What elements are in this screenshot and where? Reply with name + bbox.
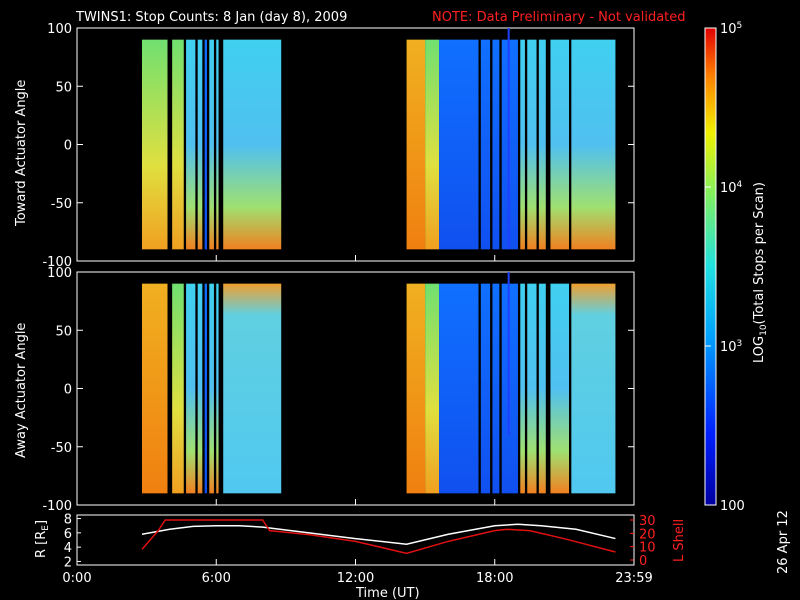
heatmap-column [492, 283, 500, 494]
x-tick-label: 0:00 [62, 571, 91, 586]
heatmap-column [501, 283, 518, 494]
heatmap-column [571, 39, 616, 250]
y-tick-label: 100 [47, 22, 72, 37]
y-tick-label: 0 [64, 139, 72, 154]
heatmap-column [141, 39, 168, 250]
heatmap-column [501, 39, 518, 250]
heatmap-column [172, 39, 184, 250]
heatmap-column [520, 39, 525, 250]
orbit-panel-frame [76, 514, 635, 566]
heatmap-column [480, 39, 491, 250]
x-tick-label: 12:00 [337, 571, 374, 586]
heatmap-column [186, 283, 196, 494]
heatmap-column [209, 39, 214, 250]
heatmap-column [439, 283, 479, 494]
y-tick-label: -50 [51, 197, 72, 212]
colorbar-tick-label: 105 [720, 21, 742, 37]
x-axis-label: Time (UT) [355, 586, 420, 600]
heatmap-column [204, 39, 207, 250]
heatmap-column [538, 39, 546, 250]
x-tick-label: 18:00 [476, 571, 513, 586]
heatmap-column [172, 283, 184, 494]
heatmap-column [204, 283, 207, 494]
heatmap-column [223, 39, 282, 250]
orbit-left-tick-label: 2 [64, 555, 72, 570]
colorbar-tick-label: 103 [720, 339, 742, 355]
heatmap-column [480, 283, 491, 494]
heatmap-column [439, 39, 479, 250]
heatmap-column [550, 39, 570, 250]
chart-title: TWINS1: Stop Counts: 8 Jan (day 8), 2009 [75, 10, 347, 25]
away-yticks: 100 50 0 -50 -100 [42, 266, 634, 514]
orbit-right-tick-label: 10 [639, 541, 656, 556]
heatmap-column [527, 39, 537, 250]
orbit-left-tick-label: 6 [64, 527, 72, 542]
colorbar-ticks: 105 104 103 100 [705, 21, 745, 514]
r-series-line [141, 523, 616, 546]
colorbar-tick-label: 100 [720, 499, 745, 514]
y-tick-label: -100 [42, 499, 72, 514]
orbit-right-label: L Shell [672, 519, 687, 562]
heatmap-column [527, 283, 537, 494]
y-tick-label: 100 [47, 266, 72, 281]
heatmap-column [223, 283, 282, 494]
heatmap-column [141, 283, 168, 494]
orbit-left-tick-label: 4 [64, 541, 72, 556]
y-tick-label: -50 [51, 441, 72, 456]
x-tick-labels: 0:00 6:00 12:00 18:00 23:59 [62, 255, 653, 586]
orbit-left-label: R [RE] [34, 520, 51, 558]
heatmap-column [209, 283, 214, 494]
heatmap-column [216, 283, 219, 494]
x-tick-label: 23:59 [615, 571, 652, 586]
heatmap-column [425, 39, 440, 250]
heatmap-column [197, 283, 203, 494]
heatmap-column [550, 283, 570, 494]
heatmap-column [538, 283, 546, 494]
orbit-right-tick-label: 30 [639, 514, 656, 529]
colorbar [704, 27, 717, 506]
heatmap-column [520, 283, 525, 494]
colorbar-label: LOG10(Total Stops per Scan) [752, 182, 769, 363]
y-tick-label: -100 [42, 255, 72, 270]
y-tick-label: 50 [55, 324, 72, 339]
colorbar-tick-label: 104 [720, 180, 743, 196]
x-tick-label: 6:00 [202, 571, 231, 586]
heatmap-column [197, 39, 203, 250]
orbit-right-tick-label: 0 [639, 554, 647, 569]
heatmap-column [492, 39, 500, 250]
date-stamp: 26 Apr 12 [776, 510, 791, 574]
heatmap-column [406, 283, 426, 494]
orbit-left-tick-label: 8 [64, 513, 72, 528]
y-tick-label: 50 [55, 80, 72, 95]
orbit-right-tick-label: 20 [639, 527, 656, 542]
y-tick-label: 0 [64, 383, 72, 398]
away-heatmap [141, 272, 616, 494]
lshell-series-line [141, 519, 616, 555]
toward-yticks: 100 50 0 -50 -100 [42, 22, 634, 270]
chart-note: NOTE: Data Preliminary - Not validated [432, 10, 686, 25]
heatmap-column [186, 39, 196, 250]
heatmap-column [406, 39, 426, 250]
away-ylabel: Away Actuator Angle [14, 323, 29, 458]
toward-heatmap [141, 28, 616, 250]
heatmap-column [216, 39, 219, 250]
heatmap-column [425, 283, 440, 494]
heatmap-column [571, 283, 616, 494]
toward-ylabel: Toward Actuator Angle [14, 80, 29, 227]
